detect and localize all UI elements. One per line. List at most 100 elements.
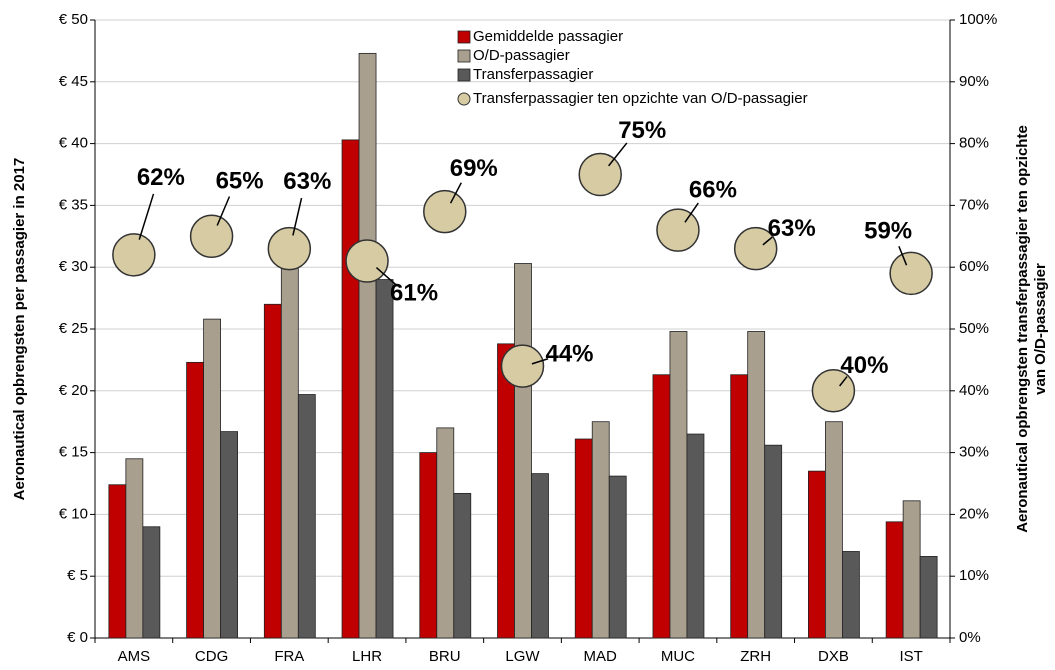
x-tick-label: ZRH <box>740 648 771 665</box>
y2-tick-label: 70% <box>959 196 989 213</box>
bubble <box>267 226 312 271</box>
x-tick-label: MUC <box>661 648 695 665</box>
bar <box>686 433 705 639</box>
bubble <box>500 344 545 388</box>
y2-tick-label: 40% <box>959 382 989 399</box>
leader-line <box>375 267 397 286</box>
y-tick-label: € 40 <box>59 135 88 152</box>
legend-label: Transferpassagier ten opzichte van O/D-p… <box>473 90 808 107</box>
y-tick-label: € 50 <box>59 11 88 28</box>
y2-tick-label: 60% <box>959 258 989 275</box>
bubble <box>578 152 622 197</box>
y2-axis-title: Aeronautical opbrengsten transferpassagi… <box>1014 125 1031 533</box>
bar <box>203 318 221 639</box>
data-label: 63% <box>283 168 331 195</box>
legend-label: O/D-passagier <box>473 47 570 64</box>
data-label: 63% <box>768 215 816 242</box>
y-tick-label: € 10 <box>59 505 88 522</box>
leader-line <box>684 202 699 223</box>
bar <box>764 444 783 639</box>
y-tick-label: € 25 <box>59 320 88 337</box>
y-tick-label: € 35 <box>59 196 88 213</box>
legend-label: Transferpassagier <box>473 66 593 83</box>
bubble <box>889 251 933 296</box>
leader-line <box>138 193 155 240</box>
y-tick-label: € 5 <box>67 567 88 584</box>
x-tick-label: DXB <box>818 648 849 665</box>
data-label: 59% <box>864 218 912 245</box>
y2-tick-label: 100% <box>959 11 997 28</box>
bar <box>902 500 921 639</box>
data-label: 69% <box>450 155 498 182</box>
bar <box>608 475 627 639</box>
data-label: 44% <box>545 340 593 367</box>
bar <box>142 526 161 639</box>
bubble <box>733 226 778 271</box>
bar <box>919 556 938 639</box>
y2-tick-label: 30% <box>959 444 989 461</box>
legend-marker <box>457 68 471 82</box>
bar <box>220 431 238 639</box>
bar <box>514 263 532 639</box>
x-tick-label: IST <box>899 648 922 665</box>
bar <box>652 374 671 639</box>
data-label: 66% <box>689 176 737 203</box>
bar <box>669 331 688 639</box>
y2-tick-label: 80% <box>959 135 989 152</box>
bar <box>263 303 282 639</box>
y2-axis-title: van O/D-passagier <box>1032 263 1049 395</box>
bar <box>375 279 394 639</box>
y-tick-label: € 30 <box>59 258 88 275</box>
y2-tick-label: 20% <box>959 505 989 522</box>
leader-line <box>898 246 908 266</box>
bar <box>453 492 472 639</box>
bar <box>591 421 610 639</box>
y2-tick-label: 50% <box>959 320 989 337</box>
y-tick-label: € 20 <box>59 382 88 399</box>
y2-tick-label: 10% <box>959 567 989 584</box>
bar <box>125 458 144 639</box>
legend-marker <box>457 30 471 44</box>
y2-tick-label: 90% <box>959 73 989 90</box>
legend-marker <box>457 49 471 63</box>
x-tick-label: LHR <box>352 648 382 665</box>
bar <box>531 473 549 639</box>
x-tick-label: LGW <box>505 648 540 665</box>
x-tick-label: FRA <box>274 648 304 665</box>
bar <box>885 521 904 639</box>
bar <box>730 374 749 639</box>
data-label: 62% <box>137 164 185 191</box>
bubble <box>189 214 234 259</box>
bar <box>186 361 204 639</box>
y-tick-label: € 15 <box>59 444 88 461</box>
data-label: 75% <box>618 117 666 144</box>
data-label: 40% <box>840 352 888 379</box>
x-tick-label: AMS <box>118 648 151 665</box>
bar <box>280 254 299 639</box>
bar <box>747 331 766 639</box>
bubble <box>423 189 467 234</box>
bar <box>825 421 843 639</box>
bar <box>108 484 127 639</box>
leader-line <box>449 182 462 204</box>
leader-line <box>839 376 848 387</box>
legend-marker <box>457 92 471 106</box>
leader-line <box>608 142 628 167</box>
bar <box>297 394 316 639</box>
y-tick-label: € 0 <box>67 629 88 646</box>
data-label: 65% <box>216 168 264 195</box>
y-axis-title: Aeronautical opbrengsten per passagier i… <box>11 158 28 501</box>
leader-line <box>531 358 549 365</box>
bar <box>419 452 438 639</box>
leader-line <box>292 197 303 236</box>
leader-line <box>762 236 773 246</box>
y-tick-label: € 45 <box>59 73 88 90</box>
data-label: 61% <box>390 279 438 306</box>
bar <box>497 343 515 639</box>
bar <box>574 438 593 639</box>
y2-tick-label: 0% <box>959 629 981 646</box>
bubble <box>112 233 156 277</box>
bubble <box>656 208 700 252</box>
x-tick-label: CDG <box>195 648 228 665</box>
